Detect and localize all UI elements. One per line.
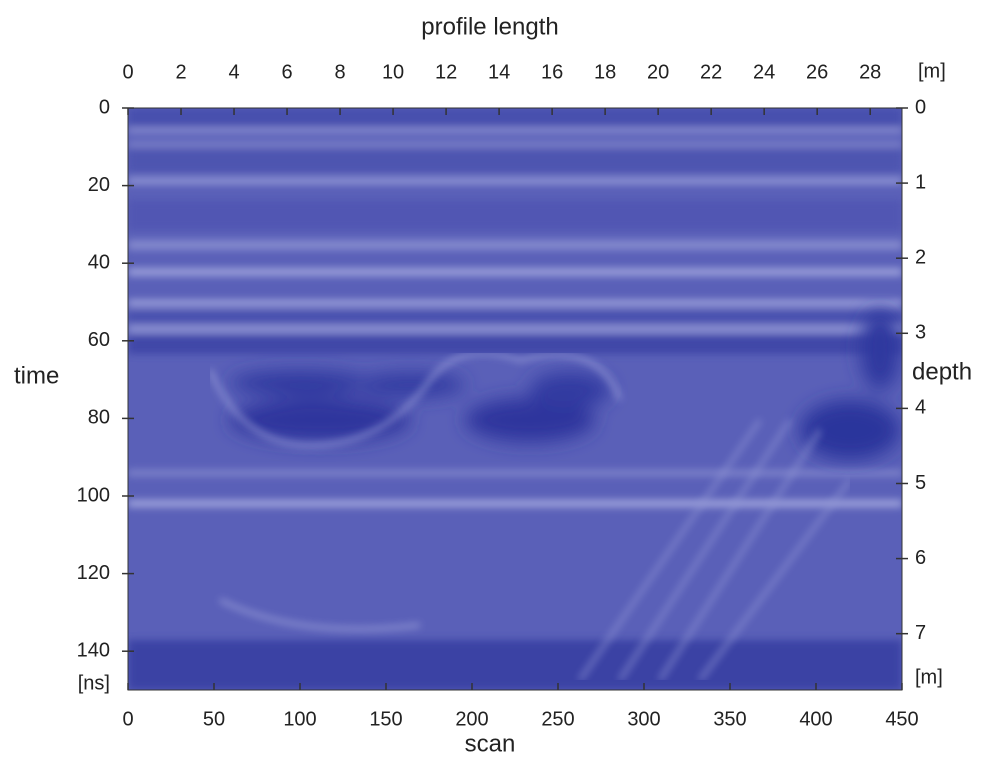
y2-tick-label: 5 (915, 472, 926, 494)
y-tick-label: 120 (77, 562, 110, 584)
x2-tick-label: 20 (647, 61, 669, 83)
x2-tick-label: 12 (435, 61, 457, 83)
x2-tick-label: 0 (122, 61, 133, 83)
y2-tick-label: 4 (915, 397, 926, 419)
x-tick-label: 400 (799, 708, 832, 730)
right-axis-unit: [m] (915, 666, 943, 688)
x2-tick-label: 2 (175, 61, 186, 83)
y2-tick-label: 3 (915, 322, 926, 344)
x2-tick-label: 14 (488, 61, 510, 83)
x2-tick-label: 18 (594, 61, 616, 83)
top-axis-title: profile length (421, 13, 558, 40)
x2-tick-label: 28 (859, 61, 881, 83)
x-tick-label: 300 (627, 708, 660, 730)
y2-tick-label: 0 (915, 96, 926, 118)
radargram-image (128, 108, 902, 690)
y-tick-label: 20 (88, 174, 110, 196)
x-tick-label: 250 (541, 708, 574, 730)
y-tick-label: 40 (88, 251, 110, 273)
top-axis-unit: [m] (918, 60, 946, 82)
x-tick-label: 350 (713, 708, 746, 730)
x-tick-label: 0 (122, 708, 133, 730)
x2-tick-label: 26 (806, 61, 828, 83)
x2-tick-label: 24 (753, 61, 775, 83)
y-tick-label: 80 (88, 407, 110, 429)
x2-tick-label: 8 (334, 61, 345, 83)
left-axis-unit: [ns] (78, 672, 110, 694)
x-tick-label: 50 (203, 708, 225, 730)
y2-tick-label: 7 (915, 622, 926, 644)
y-tick-label: 60 (88, 329, 110, 351)
y-tick-label: 100 (77, 484, 110, 506)
y-tick-label: 0 (99, 96, 110, 118)
x2-tick-label: 10 (382, 61, 404, 83)
x-tick-label: 100 (283, 708, 316, 730)
right-axis-title: depth (912, 358, 972, 385)
y2-tick-label: 1 (915, 171, 926, 193)
x-tick-label: 200 (455, 708, 488, 730)
x-tick-label: 450 (885, 708, 918, 730)
y2-tick-label: 6 (915, 547, 926, 569)
x2-tick-label: 22 (700, 61, 722, 83)
x2-tick-label: 4 (228, 61, 239, 83)
bottom-axis-title: scan (465, 730, 516, 757)
x2-tick-label: 16 (541, 61, 563, 83)
x-tick-label: 150 (369, 708, 402, 730)
y-tick-label: 140 (77, 639, 110, 661)
plot-frame (127, 107, 903, 691)
y2-tick-label: 2 (915, 246, 926, 268)
left-axis-title: time (14, 362, 59, 389)
x2-tick-label: 6 (281, 61, 292, 83)
